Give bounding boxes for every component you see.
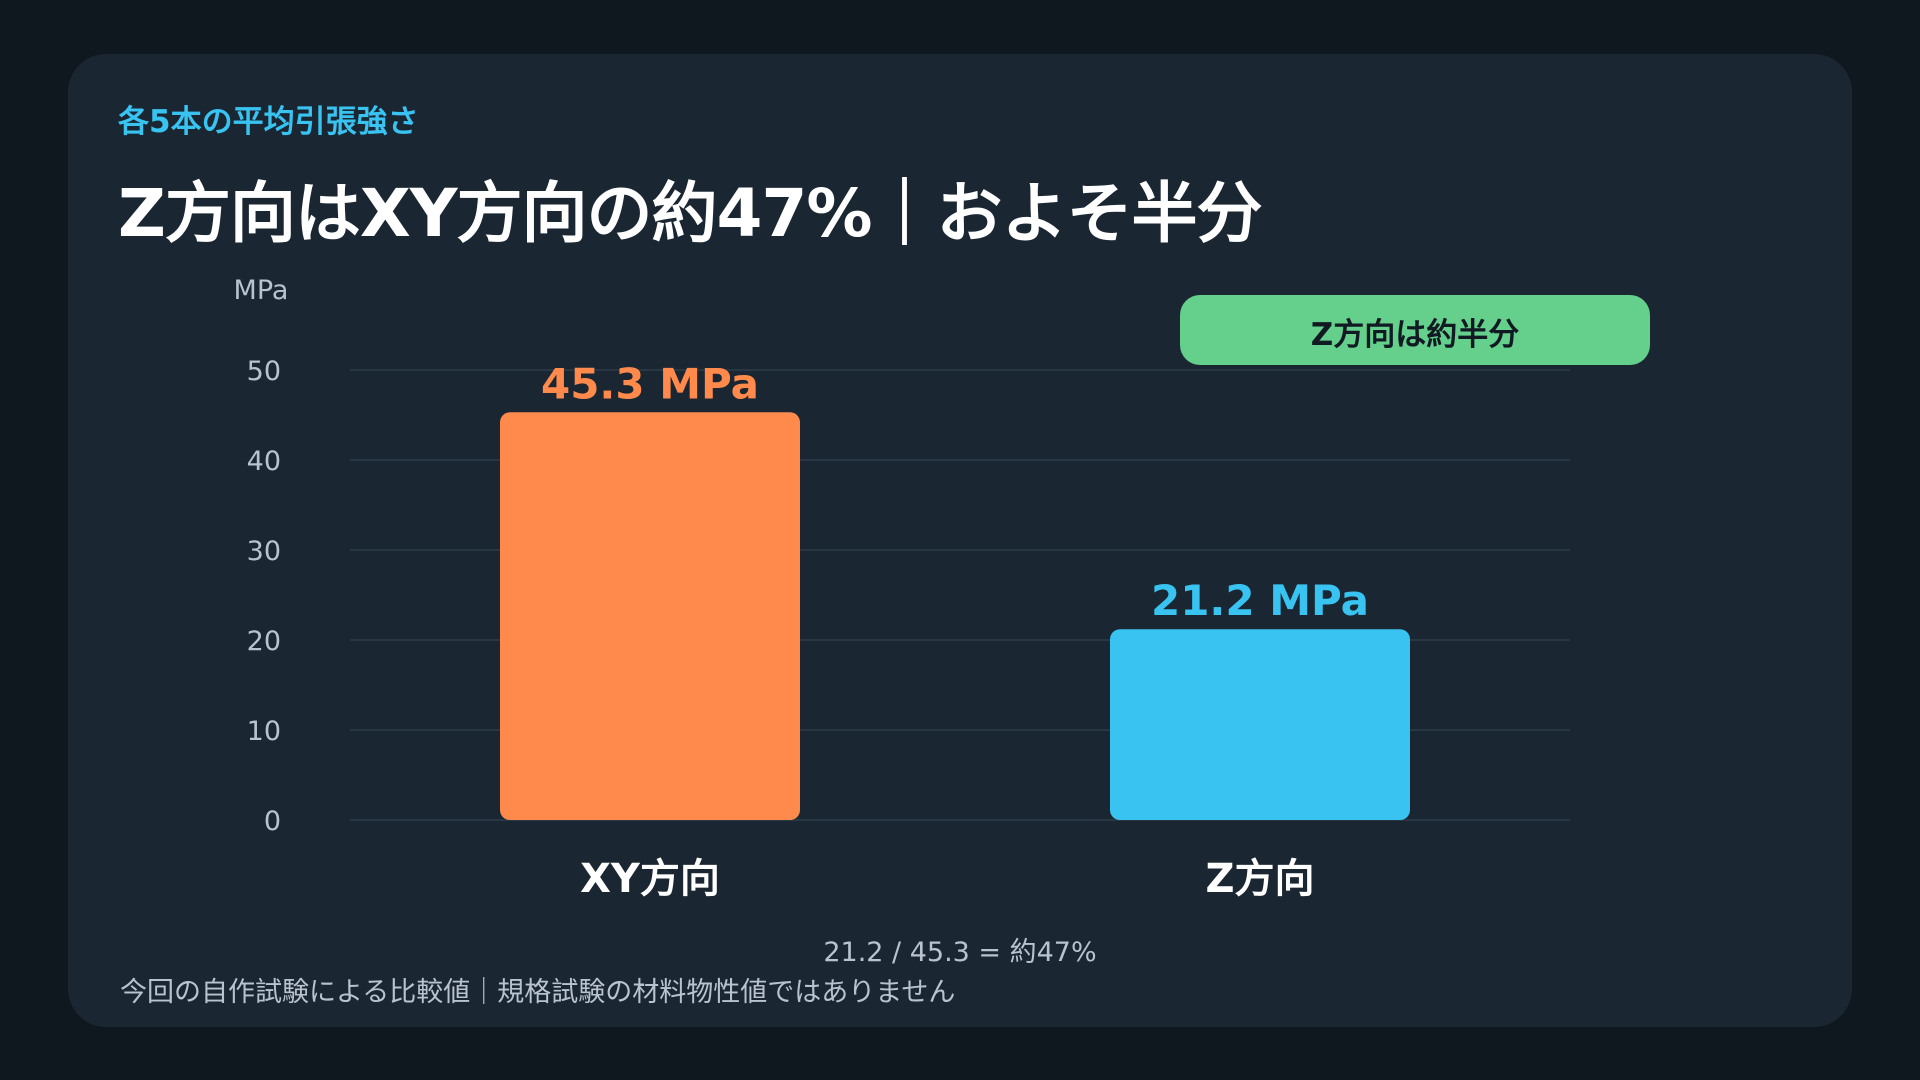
- y-tick-label: 20: [247, 626, 281, 657]
- y-tick-label: 30: [247, 536, 281, 567]
- footer-disclaimer: 今回の自作試験による比較値｜規格試験の材料物性値ではありません: [120, 977, 956, 1008]
- bar: [500, 412, 800, 820]
- bars: 45.3 MPa XY方向 21.2 MPa Z方向: [500, 359, 1410, 902]
- y-tick-label: 40: [247, 446, 281, 477]
- y-tick-label: 50: [247, 356, 281, 387]
- bar: [1110, 629, 1410, 820]
- annotation-badge: Z方向は約半分: [1180, 295, 1650, 365]
- chart-card: [68, 54, 1852, 1027]
- y-axis-ticks: 0 10 20 30 40 50: [247, 356, 281, 837]
- chart-title: Z方向はXY方向の約47%｜およそ半分: [118, 175, 1263, 252]
- x-category-label: Z方向: [1205, 856, 1314, 902]
- annotation-text: Z方向は約半分: [1311, 317, 1519, 353]
- chart-kicker: 各5本の平均引張強さ: [118, 104, 419, 140]
- ratio-note: 21.2 / 45.3 = 約47%: [823, 937, 1097, 968]
- y-axis-label: MPa: [234, 275, 289, 306]
- x-category-label: XY方向: [580, 856, 720, 902]
- annotation-background: [1180, 295, 1650, 365]
- y-tick-label: 10: [247, 716, 281, 747]
- y-tick-label: 0: [264, 806, 281, 837]
- bar-value-label: 45.3 MPa: [541, 359, 759, 408]
- bar-value-label: 21.2 MPa: [1151, 576, 1369, 625]
